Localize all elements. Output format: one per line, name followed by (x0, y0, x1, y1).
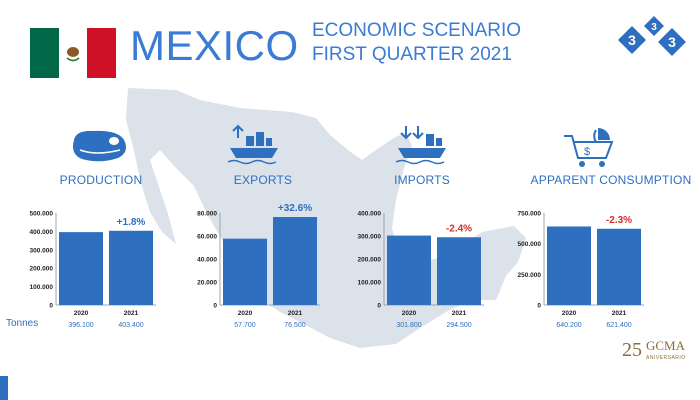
exports-tick-label: 20.000 (197, 280, 217, 287)
exports-tick-label: 40.000 (197, 257, 217, 264)
exports-tick-label: 0 (213, 303, 217, 310)
production-value-label: 403.400 (118, 322, 143, 329)
country-title: MEXICO (130, 22, 299, 69)
imports-chart: 0 100.000 200.000 300.000 400.000 2020 301.800… (358, 211, 484, 329)
production-tick-label: 100.000 (30, 284, 54, 291)
shopping-cart-chart-icon: $ (564, 128, 614, 167)
apparent-consumption-tick-label: 0 (537, 303, 541, 310)
apparent-consumption-bar-2020 (547, 226, 591, 305)
logo-digit-right: 3 (668, 34, 676, 50)
imports-tick-label: 0 (377, 303, 381, 310)
gcma-anniversary-logo: 25 GCMA ANIVERSARIO (622, 338, 686, 361)
logo-diamond-top: 3 (644, 16, 664, 36)
imports-tick-label: 200.000 (358, 257, 382, 264)
apparent-consumption-chart: 0 250.000 500.000 750.000 2020 640.200 2021 621… (518, 211, 644, 329)
apparent-consumption-category-label: 2020 (562, 310, 577, 317)
flag-white-stripe (58, 28, 88, 78)
production-tick-label: 200.000 (30, 266, 54, 273)
exports-tick-label: 80.000 (197, 211, 217, 218)
gcma-brand: GCMA (646, 338, 686, 353)
imports-tick-label: 400.000 (358, 211, 382, 218)
apparent-consumption-tick-label: 500.000 (518, 241, 542, 248)
meat-steak-icon (73, 130, 126, 162)
exports-chart: 0 20.000 40.000 60.000 80.000 2020 57.700 2021 7… (197, 203, 320, 329)
imports-bar-2020 (387, 235, 431, 305)
imports-tick-label: 300.000 (358, 234, 382, 241)
apparent-consumption-bar-2021 (597, 228, 641, 305)
subtitle-line-2: FIRST QUARTER 2021 (312, 44, 512, 65)
label-imports: IMPORTS (394, 173, 450, 187)
label-exports: EXPORTS (233, 173, 293, 187)
company-logo: 3 3 3 (618, 16, 686, 56)
imports-value-label: 294.500 (446, 322, 471, 329)
imports-category-label: 2021 (452, 310, 467, 317)
production-chart: 0 100.000 200.000 300.000 400.000 500.000 2020… (30, 211, 156, 329)
flag-emblem-icon (66, 47, 80, 62)
gcma-caption: ANIVERSARIO (646, 355, 686, 361)
exports-value-label: 57.700 (234, 322, 256, 329)
apparent-consumption-value-label: 640.200 (556, 322, 581, 329)
apparent-consumption-category-label: 2021 (612, 310, 627, 317)
flag-green-stripe (30, 28, 59, 78)
label-production: PRODUCTION (59, 173, 143, 187)
mexico-flag (30, 28, 117, 78)
apparent-consumption-tick-label: 250.000 (518, 272, 542, 279)
logo-digit-top: 3 (651, 22, 657, 33)
production-tick-label: 300.000 (30, 247, 54, 254)
logo-diamond-right: 3 (658, 28, 686, 56)
svg-text:$: $ (584, 146, 590, 158)
production-tick-label: 0 (49, 303, 53, 310)
production-value-label: 396.100 (68, 322, 93, 329)
apparent-consumption-tick-label: 750.000 (518, 211, 542, 218)
exports-tick-label: 60.000 (197, 234, 217, 241)
imports-change-label: -2.4% (446, 223, 472, 234)
imports-category-label: 2020 (402, 310, 417, 317)
apparent-consumption-value-label: 621.400 (606, 322, 631, 329)
gcma-number: 25 (622, 339, 642, 361)
corner-accent-bar (0, 376, 8, 400)
production-change-label: +1.8% (117, 217, 146, 228)
subtitle-line-1: ECONOMIC SCENARIO (312, 20, 522, 41)
logo-digit-left: 3 (628, 32, 636, 48)
apparent-consumption-change-label: -2.3% (606, 215, 632, 226)
imports-value-label: 301.800 (396, 322, 421, 329)
exports-bar-2021 (273, 217, 317, 305)
flag-red-stripe (87, 28, 117, 78)
imports-bar-2021 (437, 237, 481, 305)
production-bar-2020 (59, 232, 103, 305)
ship-export-icon (227, 124, 278, 165)
label-apparent-consumption: APPARENT CONSUMPTION (530, 173, 692, 187)
logo-diamond-left: 3 (618, 26, 646, 54)
production-category-label: 2021 (124, 310, 139, 317)
imports-tick-label: 100.000 (358, 280, 382, 287)
unit-label: Tonnes (6, 318, 39, 329)
ship-import-icon (395, 126, 446, 165)
production-tick-label: 400.000 (30, 229, 54, 236)
production-bar-2021 (109, 230, 153, 305)
exports-category-label: 2021 (288, 310, 303, 317)
exports-category-label: 2020 (238, 310, 253, 317)
exports-value-label: 76.500 (284, 322, 306, 329)
production-category-label: 2020 (74, 310, 89, 317)
exports-bar-2020 (223, 238, 267, 305)
production-tick-label: 500.000 (30, 211, 54, 218)
exports-change-label: +32.6% (278, 203, 312, 214)
